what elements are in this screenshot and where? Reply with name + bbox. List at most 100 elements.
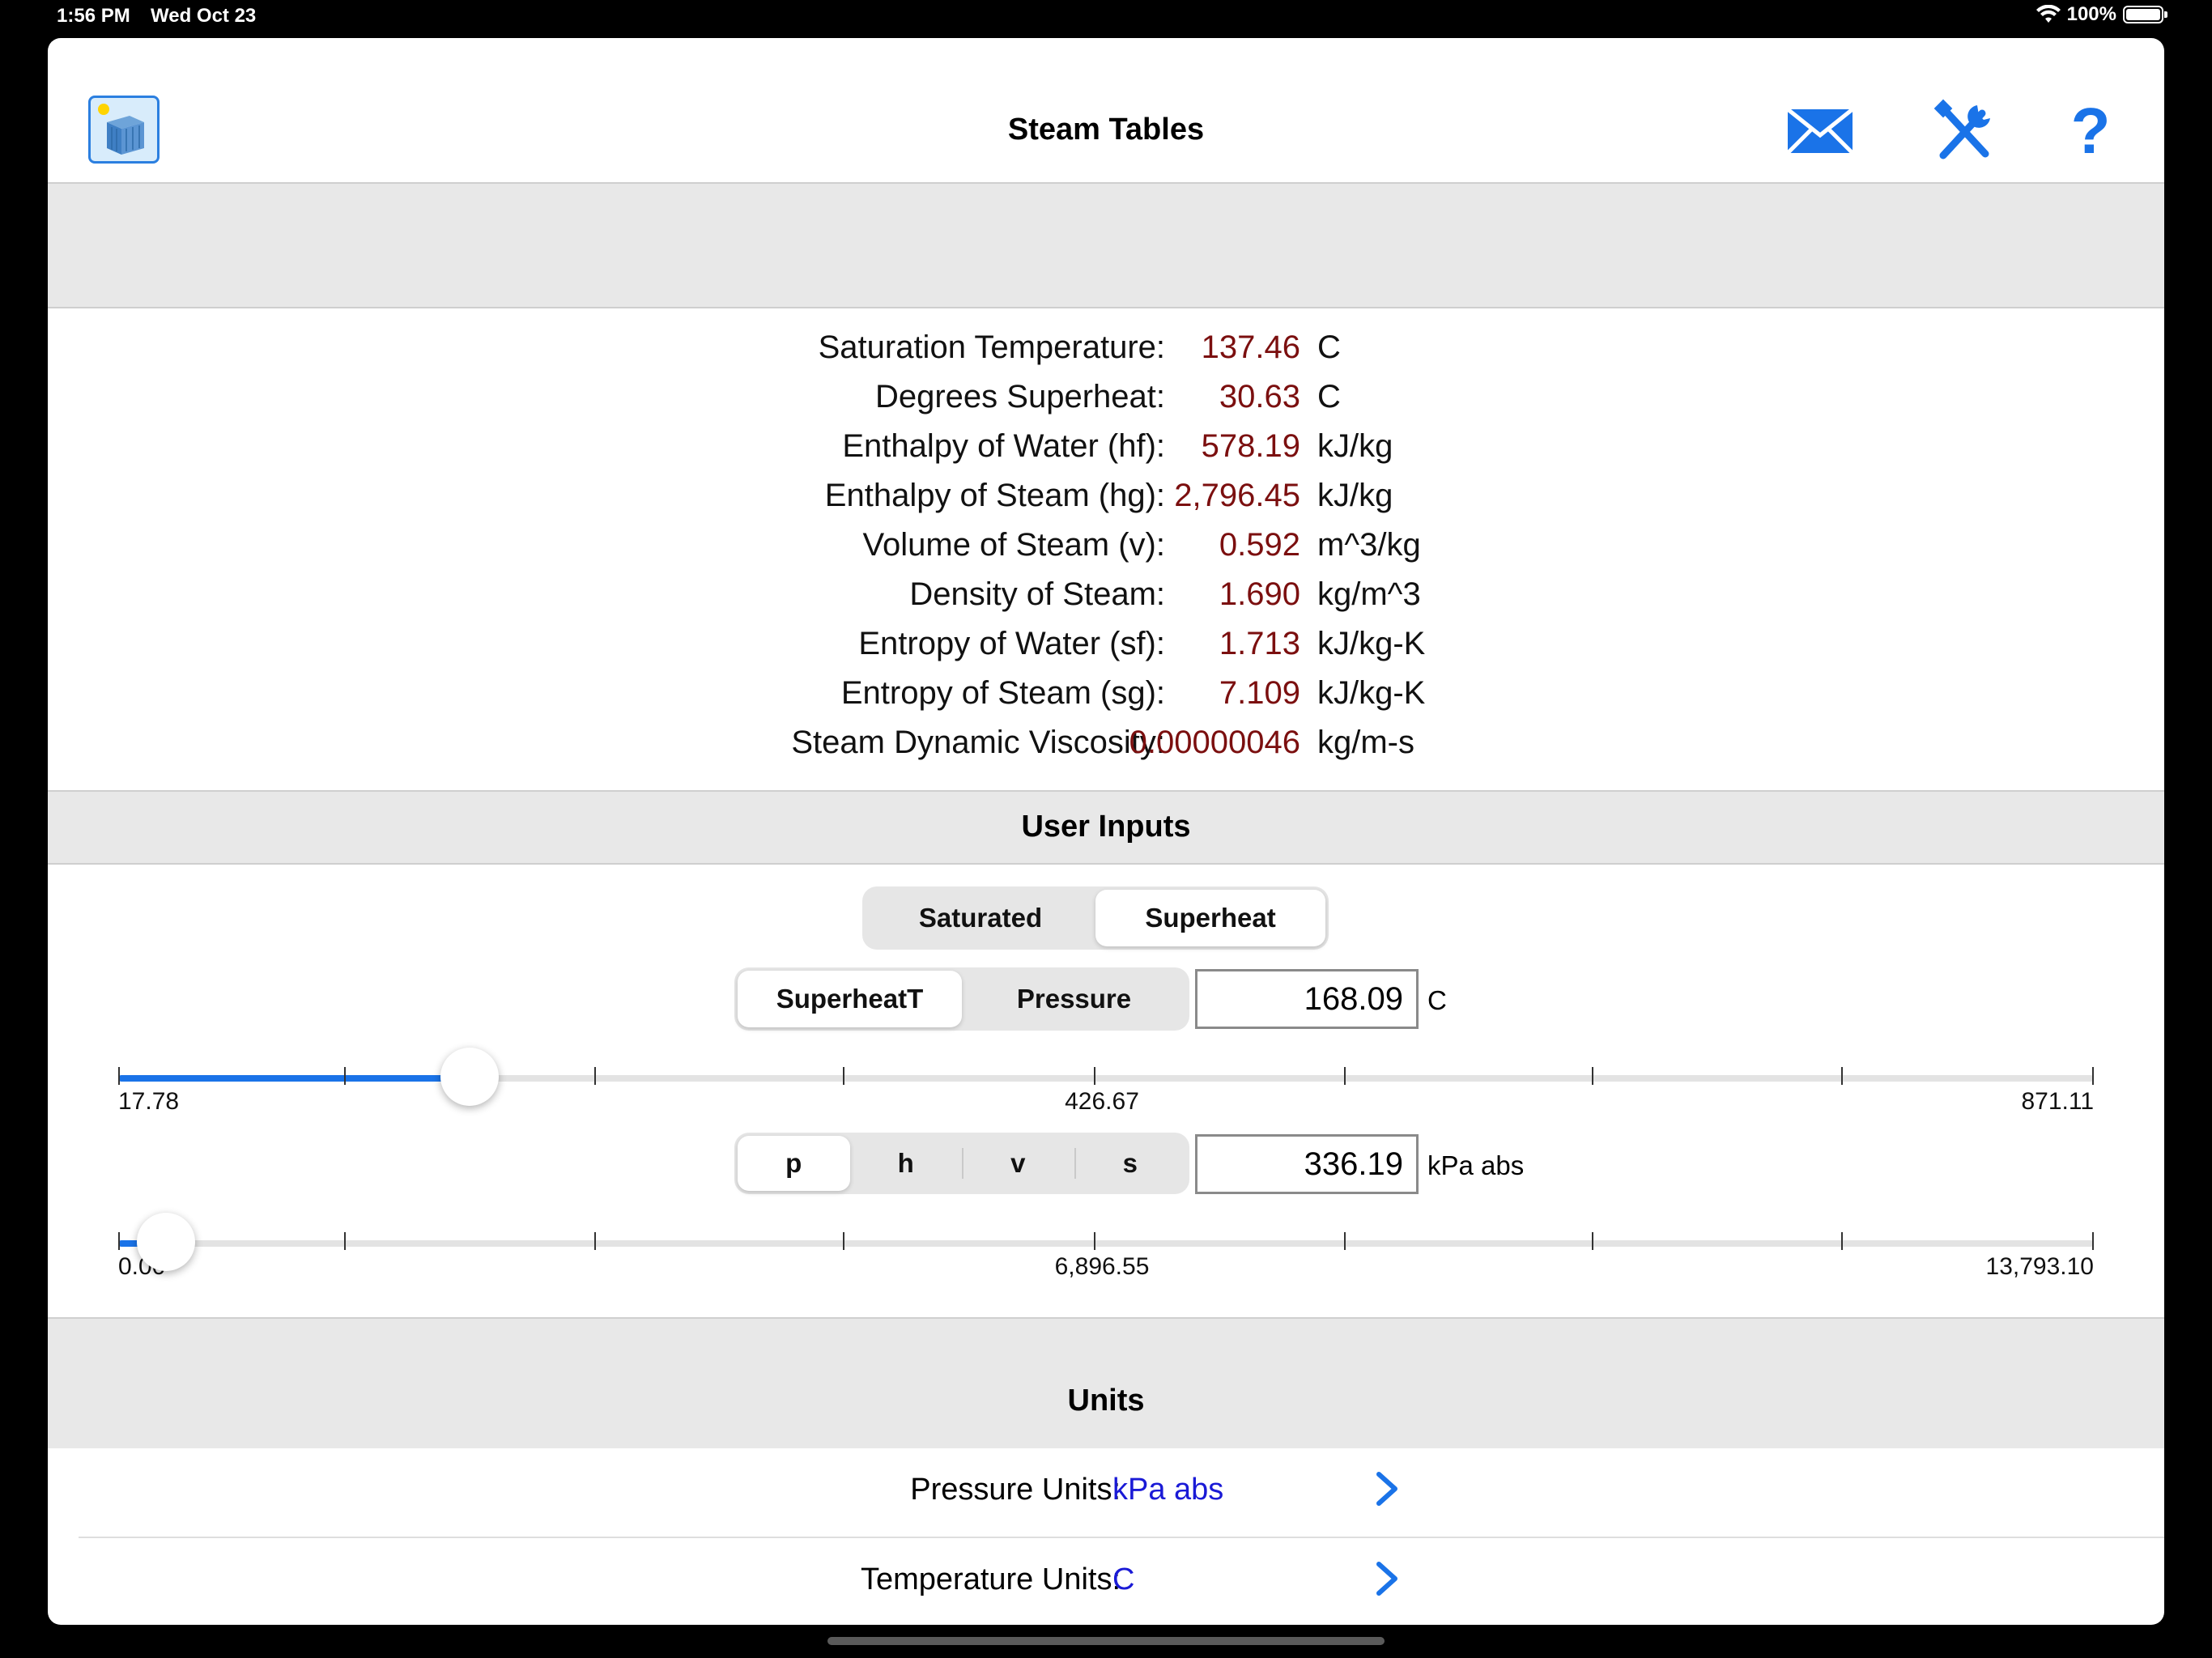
pressure-unit: kPa abs	[1427, 1150, 1525, 1180]
chevron-right-icon[interactable]	[1371, 1559, 1403, 1598]
result-row: Enthalpy of Steam (hg): 2,796.45 kJ/kg	[48, 478, 2164, 526]
pressure-units-row[interactable]: Pressure Units: kPa abs	[48, 1448, 2164, 1536]
result-value: 30.63	[1219, 379, 1300, 414]
slider-tick	[594, 1232, 596, 1250]
result-unit: C	[1317, 379, 1341, 414]
slider-tick	[118, 1067, 120, 1085]
result-row: Density of Steam: 1.690 kg/m^3	[48, 576, 2164, 625]
units-header: Units	[48, 1319, 2164, 1448]
temperature-units-row[interactable]: Temperature Units: C	[48, 1538, 2164, 1625]
result-label: Saturation Temperature:	[818, 329, 1165, 365]
result-label: Entropy of Steam (sg):	[840, 675, 1165, 711]
result-label: Density of Steam:	[909, 576, 1165, 612]
result-value: 7.109	[1219, 675, 1300, 711]
result-unit: kg/m^3	[1317, 576, 1421, 612]
segment-saturated[interactable]: Saturated	[918, 903, 1043, 933]
slider-max-label: 13,793.10	[1985, 1253, 2094, 1280]
result-unit: kJ/kg-K	[1317, 626, 1426, 661]
slider-track	[118, 1075, 2094, 1082]
settings-button[interactable]	[1928, 95, 2001, 168]
temperature-slider[interactable]: 17.78 426.67 871.11	[118, 1048, 2094, 1115]
divider	[48, 790, 2164, 792]
divider	[48, 1317, 2164, 1319]
segment-h[interactable]: h	[897, 1148, 914, 1178]
slider-tick	[1592, 1232, 1593, 1250]
slider-mid-label: 426.67	[1065, 1088, 1139, 1115]
slider-tick	[843, 1067, 844, 1085]
mail-button[interactable]	[1784, 95, 1857, 168]
user-inputs-header: User Inputs	[48, 792, 2164, 863]
property-segmented-control: p h v s	[734, 1133, 1189, 1194]
slider-tick	[1592, 1067, 1593, 1085]
result-unit: kJ/kg-K	[1317, 675, 1426, 711]
temperature-units-label: Temperature Units:	[860, 1562, 1121, 1596]
segment-v[interactable]: v	[962, 1136, 1074, 1191]
result-row: Steam Dynamic Viscosity: 0.00000046 kg/m…	[48, 725, 2164, 773]
slider-min-label: 17.78	[118, 1088, 180, 1115]
segment-separator	[962, 1147, 963, 1180]
result-row: Enthalpy of Water (hf): 578.19 kJ/kg	[48, 428, 2164, 477]
result-row: Saturation Temperature: 137.46 C	[48, 329, 2164, 378]
status-bar: 1:56 PM Wed Oct 23 100%	[0, 0, 2212, 36]
slider-max-label: 871.11	[2021, 1088, 2094, 1115]
help-button[interactable]: ?	[2054, 95, 2127, 168]
result-unit: C	[1317, 329, 1341, 365]
slider-tick	[1094, 1232, 1095, 1250]
pressure-units-label: Pressure Units:	[910, 1473, 1121, 1507]
slider-thumb[interactable]	[137, 1213, 195, 1271]
segment-pressure[interactable]: Pressure	[1016, 984, 1132, 1014]
slider-tick	[118, 1232, 120, 1250]
mail-icon	[1786, 108, 1854, 155]
navbar: Steam Tables ?	[48, 38, 2164, 184]
slider-tick	[1344, 1232, 1346, 1250]
slider-tick	[1841, 1067, 1843, 1085]
pressure-units-value: kPa abs	[1112, 1473, 1224, 1507]
battery-percent: 100%	[2066, 3, 2116, 25]
slider-tick	[344, 1232, 346, 1250]
chevron-right-icon[interactable]	[1371, 1469, 1403, 1508]
result-row: Entropy of Water (sf): 1.713 kJ/kg-K	[48, 626, 2164, 674]
status-date: Wed Oct 23	[151, 5, 257, 27]
temp-segmented-control: SuperheatT Pressure	[734, 967, 1189, 1031]
slider-thumb[interactable]	[440, 1048, 499, 1106]
result-value: 1.690	[1219, 576, 1300, 612]
divider	[79, 1537, 2164, 1538]
temperature-unit: C	[1427, 985, 1447, 1015]
help-icon: ?	[2070, 95, 2111, 167]
slider-tick	[344, 1067, 346, 1085]
slider-tick	[1094, 1067, 1095, 1085]
result-unit: kJ/kg	[1317, 478, 1393, 513]
page-title: Steam Tables	[1007, 113, 1205, 147]
divider	[48, 863, 2164, 865]
segment-p[interactable]: p	[738, 1136, 850, 1191]
slider-tick	[2092, 1067, 2094, 1085]
result-label: Enthalpy of Steam (hg):	[824, 478, 1165, 513]
result-label: Entropy of Water (sf):	[858, 626, 1165, 661]
segment-superheat[interactable]: Superheat	[1095, 890, 1325, 946]
home-indicator[interactable]	[827, 1637, 1385, 1645]
user-inputs-title: User Inputs	[1021, 810, 1191, 844]
tools-icon	[1933, 99, 1990, 159]
result-label: Degrees Superheat:	[874, 379, 1165, 414]
slider-mid-label: 6,896.55	[1054, 1253, 1150, 1280]
slider-track	[118, 1240, 2094, 1247]
temperature-input[interactable]: 168.09	[1195, 969, 1419, 1029]
result-value: 0.592	[1219, 527, 1300, 563]
result-value: 0.00000046	[1129, 725, 1300, 760]
segment-s-label: s	[1122, 1148, 1138, 1178]
battery-icon	[2123, 6, 2167, 23]
pressure-slider[interactable]: 0.00 6,896.55 13,793.10	[118, 1213, 2094, 1280]
app-logo-icon[interactable]	[88, 96, 160, 164]
units-title: Units	[1067, 1384, 1145, 1418]
result-value: 1.713	[1219, 626, 1300, 661]
segment-s[interactable]: s	[1074, 1136, 1187, 1191]
result-row: Entropy of Steam (sg): 7.109 kJ/kg-K	[48, 675, 2164, 724]
result-unit: kJ/kg	[1317, 428, 1393, 464]
result-unit: kg/m-s	[1317, 725, 1414, 760]
pressure-input[interactable]: 336.19	[1195, 1134, 1419, 1194]
status-right: 100%	[2035, 3, 2167, 26]
segment-superheatt[interactable]: SuperheatT	[738, 971, 962, 1027]
header-band	[48, 184, 2164, 307]
result-label: Steam Dynamic Viscosity:	[791, 725, 1165, 760]
result-value: 2,796.45	[1174, 478, 1300, 513]
